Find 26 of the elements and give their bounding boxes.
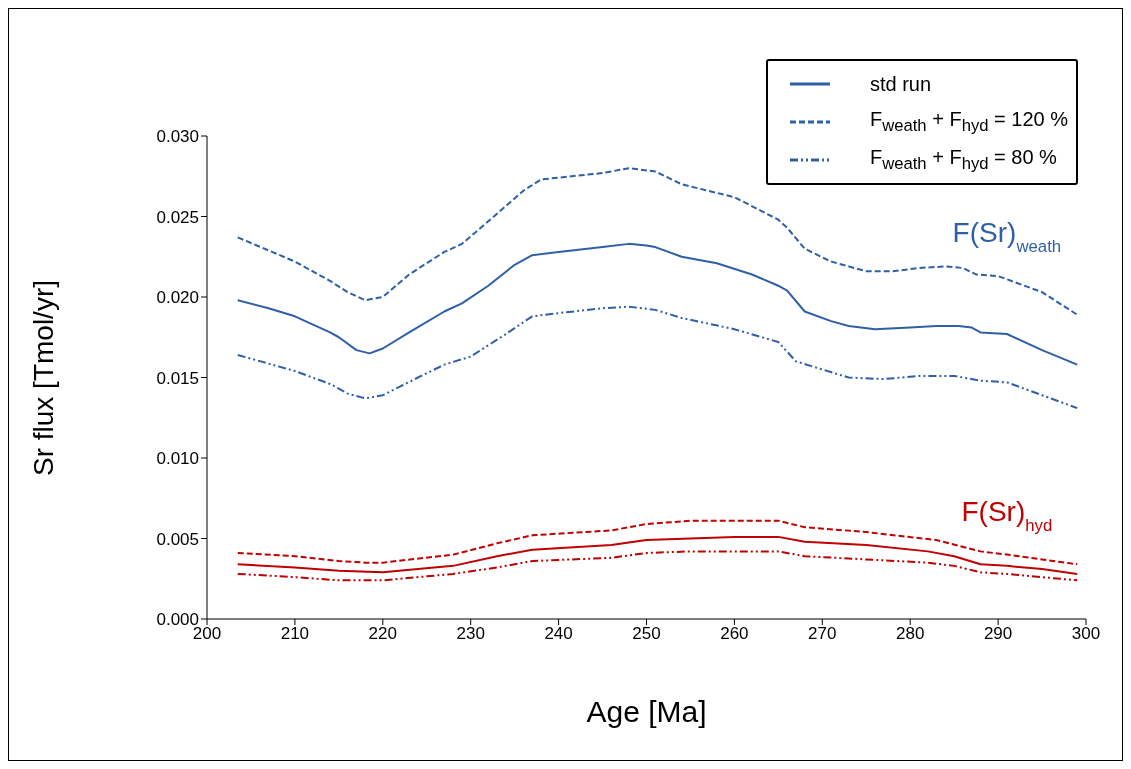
- legend-label: F$_{weath}$ + F$_{hyd}$ = 120 %: [869, 108, 1068, 136]
- y-tick-label: 0.025: [156, 207, 199, 227]
- x-tick-label: 250: [632, 624, 661, 644]
- x-tick-label: 290: [983, 624, 1013, 644]
- x-tick-label: 260: [720, 624, 749, 644]
- line-series: [236, 550, 1079, 582]
- annotation: F(Sr)$_{hyd}$: [961, 495, 1053, 535]
- y-tick-label: 0.015: [156, 368, 199, 388]
- y-tick-label: 0.020: [156, 288, 199, 308]
- y-axis-title: Sr flux [Tmol/yr]: [28, 279, 60, 476]
- x-tick-label: 210: [280, 624, 310, 644]
- y-tick-label: 0.010: [156, 449, 199, 469]
- line-series: [236, 535, 1079, 575]
- x-tick-label: 270: [808, 624, 837, 644]
- x-tick-label: 220: [368, 624, 397, 644]
- legend-label: F$_{weath}$ + F$_{hyd}$ = 80 %: [869, 146, 1057, 174]
- x-tick-label: 300: [1071, 624, 1101, 644]
- x-tick-label: 230: [456, 624, 485, 644]
- line-series: [236, 305, 1079, 410]
- x-tick-label: 240: [544, 624, 573, 644]
- x-tick-label: 280: [896, 624, 925, 644]
- x-axis-title: Age [Ma]: [585, 695, 708, 729]
- y-tick-label: 0.005: [156, 529, 199, 549]
- annotation: F(Sr)$_{weath}$: [952, 217, 1062, 256]
- y-tick-label: 0.030: [156, 127, 199, 147]
- legend-label: std run: [869, 72, 932, 96]
